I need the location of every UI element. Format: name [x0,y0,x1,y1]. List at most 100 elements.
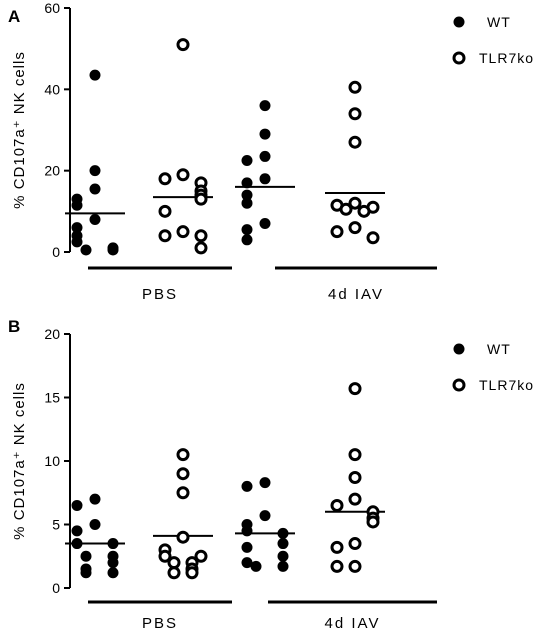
data-point-wt [89,519,101,530]
data-point-wt [71,525,83,537]
data-point-tlr7ko [348,221,362,235]
data-point-tlr7ko [348,471,362,485]
data-point-tlr7ko [176,530,190,544]
y-tick-label: 0 [52,580,60,596]
data-point-tlr7ko [176,225,190,239]
data-point-wt [277,550,289,562]
data-point-tlr7ko [348,492,362,506]
data-point-wt [71,538,83,550]
data-point-wt [89,493,101,505]
data-point-tlr7ko [357,204,371,218]
data-point-wt [277,538,289,550]
data-point-tlr7ko [167,556,181,570]
data-point-wt [71,236,83,248]
data-point-tlr7ko [167,566,181,580]
data-point-wt [241,197,253,209]
data-point-tlr7ko [176,486,190,500]
data-point-tlr7ko [348,107,362,121]
legend-marker-wt [453,343,465,355]
data-point-tlr7ko [366,515,380,529]
data-point-tlr7ko [348,559,362,573]
data-point-tlr7ko [330,559,344,573]
data-point-wt [89,183,101,195]
data-point-tlr7ko [194,241,208,255]
data-point-wt [89,69,101,81]
data-point-wt [241,557,253,569]
y-tick-label: 10 [44,453,60,469]
legend-label-wt: WT [487,14,511,30]
data-point-wt [277,527,289,539]
data-point-wt [107,557,119,569]
y-axis-label: % CD107a⁺ NK cells [11,382,28,540]
data-point-wt [241,541,253,553]
data-point-tlr7ko [330,225,344,239]
data-point-wt [277,560,289,572]
data-point-tlr7ko [348,80,362,94]
data-point-wt [107,244,119,256]
data-point-wt [89,213,101,225]
chart-b: B 0 5 10 15 20 % CD107a⁺ NK cells PBS 4d IAV WT TL… [8,317,534,632]
data-point-tlr7ko [348,196,362,210]
data-point-wt [259,173,271,185]
data-point-tlr7ko [330,498,344,512]
data-point-tlr7ko [194,229,208,243]
y-tick-label: 20 [44,326,60,342]
panel-letter: A [8,7,20,26]
data-point-wt [259,100,271,112]
data-point-wt [71,499,83,511]
data-point-wt [259,477,271,489]
panel-a: A 0 20 40 60 % CD107a⁺ NK cells PBS 4d IAV WT TLR… [0,0,558,312]
data-point-wt [259,218,271,230]
legend-marker-tlr7ko [452,378,466,392]
data-point-wt [107,538,119,550]
data-point-wt [107,567,119,579]
group-label: 4d IAV [328,286,384,303]
data-point-tlr7ko [158,204,172,218]
y-axis-label: % CD107a⁺ NK cells [11,51,28,209]
data-point-wt [241,177,253,189]
data-point-tlr7ko [348,448,362,462]
data-point-tlr7ko [330,540,344,554]
data-point-tlr7ko [348,382,362,396]
y-tick-label: 60 [44,0,60,16]
panel-b: B 0 5 10 15 20 % CD107a⁺ NK cells PBS 4d IAV WT TL… [0,312,558,634]
data-point-wt [80,550,92,562]
group-label: PBS [142,286,178,303]
data-point-tlr7ko [176,467,190,481]
data-point-wt [71,222,83,234]
y-tick-label: 40 [44,81,60,97]
data-point-tlr7ko [339,202,353,216]
data-point-wt [241,234,253,246]
data-point-wt [80,567,92,579]
data-point-wt [241,224,253,236]
data-point-tlr7ko [194,192,208,206]
data-point-tlr7ko [348,537,362,551]
data-point-wt [259,128,271,140]
data-point-wt [71,199,83,211]
data-point-tlr7ko [194,549,208,563]
data-point-tlr7ko [348,135,362,149]
y-tick-label: 0 [52,244,60,260]
data-point-tlr7ko [185,566,199,580]
data-point-wt [241,189,253,201]
legend-label-tlr7ko: TLR7ko [479,377,534,393]
y-tick-label: 15 [44,390,60,406]
legend-label-wt: WT [487,341,511,357]
data-point-tlr7ko [176,168,190,182]
data-point-wt [241,155,253,166]
legend-marker-tlr7ko [452,51,466,65]
data-point-tlr7ko [366,231,380,245]
data-point-wt [241,525,253,537]
data-point-wt [241,480,253,492]
data-point-wt [259,510,271,522]
data-point-tlr7ko [176,38,190,52]
group-label: PBS [142,615,178,632]
panel-letter: B [8,317,20,336]
data-point-tlr7ko [176,448,190,462]
y-tick-label: 5 [52,517,60,533]
data-point-tlr7ko [158,549,172,563]
data-point-wt [80,244,92,256]
group-label: 4d IAV [325,615,381,632]
chart-a: A 0 20 40 60 % CD107a⁺ NK cells PBS 4d IAV WT TLR… [8,0,533,303]
legend-marker-wt [453,16,465,28]
